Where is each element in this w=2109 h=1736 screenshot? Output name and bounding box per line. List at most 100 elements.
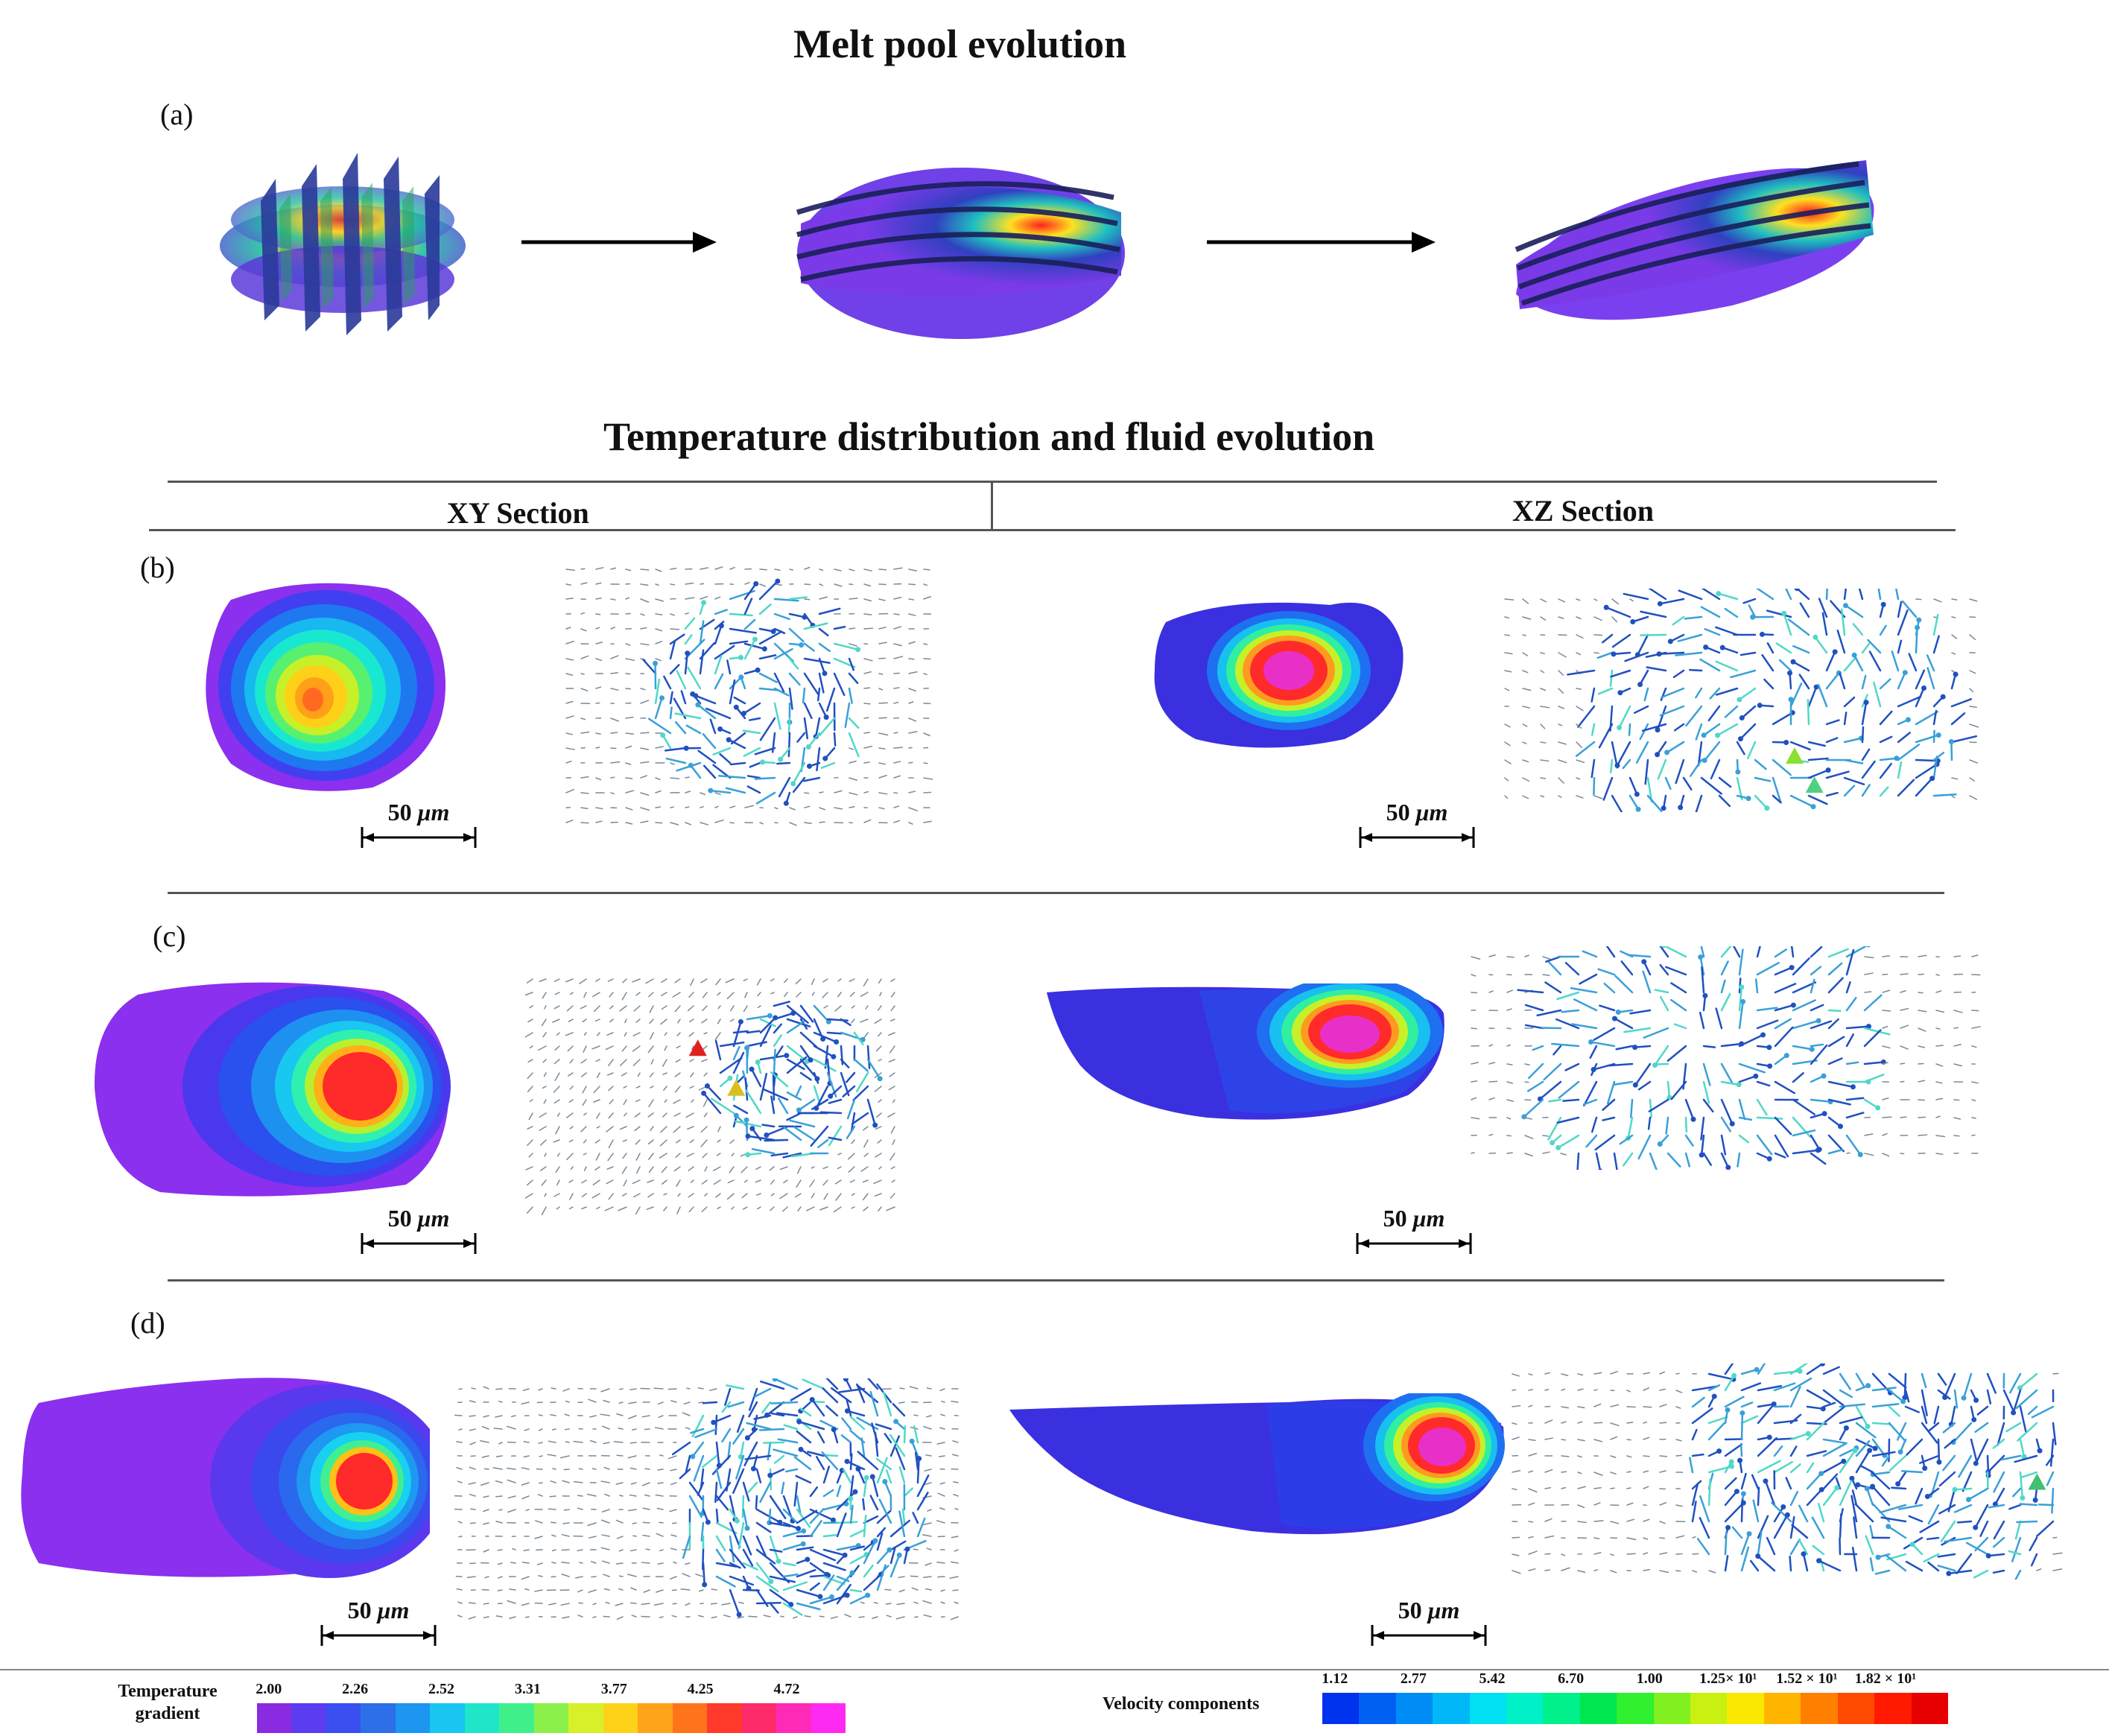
- velocity-arrowhead: [1766, 1434, 1772, 1440]
- velocity-vector: [2008, 1504, 2022, 1510]
- velocity-vector: [923, 732, 930, 737]
- velocity-colorbar-segment: [1543, 1693, 1580, 1724]
- velocity-arrowhead: [1698, 954, 1704, 960]
- velocity-vector: [798, 1420, 825, 1431]
- velocity-vector: [893, 747, 904, 749]
- velocity-vector: [1628, 723, 1631, 736]
- velocity-vector: [1583, 1080, 1598, 1106]
- velocity-vector: [603, 1442, 610, 1445]
- velocity-arrowhead: [1667, 639, 1673, 644]
- velocity-vector: [521, 1495, 530, 1500]
- velocity-vector: [510, 1562, 516, 1564]
- velocity-vector: [1504, 723, 1511, 728]
- velocity-vector: [1789, 1377, 1813, 1392]
- velocity-vector: [951, 1561, 959, 1564]
- velocity-vector: [925, 1588, 932, 1591]
- velocity-vector: [1900, 973, 1909, 975]
- velocity-vector: [701, 1206, 708, 1212]
- velocity-vector: [670, 568, 677, 570]
- velocity-vector: [656, 1589, 664, 1593]
- velocity-arrowhead: [1617, 690, 1623, 696]
- velocity-vector: [1561, 1553, 1566, 1556]
- header-top-rule: [168, 481, 1937, 483]
- velocity-vector: [674, 712, 702, 720]
- velocity-arrowhead: [660, 732, 666, 738]
- velocity-vector: [1969, 723, 1979, 728]
- velocity-vector: [1720, 1098, 1734, 1125]
- velocity-vector: [863, 583, 872, 587]
- velocity-arrowhead: [1657, 1141, 1663, 1147]
- velocity-vector: [1792, 1098, 1815, 1115]
- velocity-vector: [925, 1454, 932, 1457]
- velocity-vector: [1858, 589, 1864, 601]
- velocity-vector: [624, 1032, 627, 1037]
- velocity-vector: [1918, 954, 1927, 957]
- temperature-colorbar-segment: [603, 1703, 638, 1733]
- velocity-vector: [1792, 1149, 1819, 1155]
- velocity-vector: [746, 785, 761, 794]
- velocity-vector: [1953, 1117, 1961, 1120]
- velocity-arrowhead: [1703, 644, 1709, 650]
- velocity-vector: [619, 1005, 627, 1012]
- velocity-vector: [1974, 1422, 1989, 1434]
- velocity-vector: [863, 1032, 869, 1039]
- velocity-vector: [863, 627, 874, 630]
- velocity-vector: [714, 566, 723, 570]
- velocity-vector: [939, 1507, 945, 1510]
- velocity-vector: [1504, 688, 1510, 691]
- temperature-legend-title: Temperature gradient: [104, 1680, 231, 1725]
- scale-bar-value: 50: [387, 799, 412, 826]
- velocity-vector: [548, 1508, 556, 1510]
- velocity-vector: [770, 1412, 785, 1417]
- temperature-colorbar-segment: [395, 1703, 431, 1733]
- velocity-vector: [1675, 1439, 1682, 1442]
- velocity-arrowhead: [1922, 1466, 1928, 1472]
- velocity-vector: [565, 732, 573, 735]
- velocity-arrowhead: [1818, 1486, 1824, 1492]
- velocity-vector: [1659, 963, 1669, 976]
- velocity-vector: [1953, 955, 1961, 957]
- velocity-arrowhead: [800, 1541, 806, 1547]
- velocity-vector: [521, 1401, 530, 1405]
- velocity-vector: [568, 1206, 574, 1210]
- velocity-vector: [595, 627, 600, 630]
- velocity-vector: [1640, 610, 1667, 618]
- velocity-vector: [1506, 1117, 1512, 1120]
- velocity-arrowhead: [806, 763, 812, 769]
- velocity-vector: [1562, 1098, 1580, 1102]
- velocity-vector: [1766, 609, 1792, 618]
- velocity-arrowhead: [882, 1478, 888, 1484]
- velocity-arrowhead: [1948, 738, 1954, 744]
- velocity-vector: [1827, 1148, 1844, 1155]
- velocity-arrowhead: [1813, 634, 1818, 640]
- velocity-vector: [691, 1045, 694, 1051]
- velocity-vector: [816, 687, 821, 702]
- velocity-vector: [1953, 1135, 1960, 1137]
- velocity-arrowhead: [1716, 1448, 1722, 1454]
- velocity-vector: [1471, 1080, 1478, 1083]
- temperature-colorbar-segment: [672, 1703, 708, 1733]
- velocity-vector: [1827, 1057, 1843, 1065]
- velocity-vector: [951, 1401, 959, 1403]
- velocity-vector: [769, 1521, 791, 1527]
- velocity-vector: [893, 717, 900, 719]
- scale-bar-unit: μm: [417, 1205, 450, 1232]
- velocity-vector: [938, 1455, 945, 1457]
- velocity-vector: [538, 1442, 543, 1444]
- velocity-vector: [685, 1454, 691, 1474]
- velocity-colorbar-segment: [1433, 1693, 1470, 1724]
- velocity-vector: [714, 792, 721, 796]
- velocity-vector: [916, 1474, 930, 1498]
- velocity-vector: [1558, 723, 1563, 726]
- velocity-vector: [863, 1515, 867, 1538]
- velocity-vector: [1556, 991, 1580, 1001]
- velocity-vector: [822, 1548, 845, 1556]
- velocity-vector: [742, 1481, 750, 1502]
- velocity-vector: [2031, 1405, 2055, 1419]
- velocity-vector: [1718, 776, 1732, 788]
- velocity-vector: [1806, 1450, 1827, 1457]
- velocity-vector: [756, 1193, 761, 1196]
- velocity-vector: [592, 1616, 597, 1618]
- velocity-vector: [1488, 1097, 1495, 1100]
- velocity-vector: [1871, 1422, 1891, 1425]
